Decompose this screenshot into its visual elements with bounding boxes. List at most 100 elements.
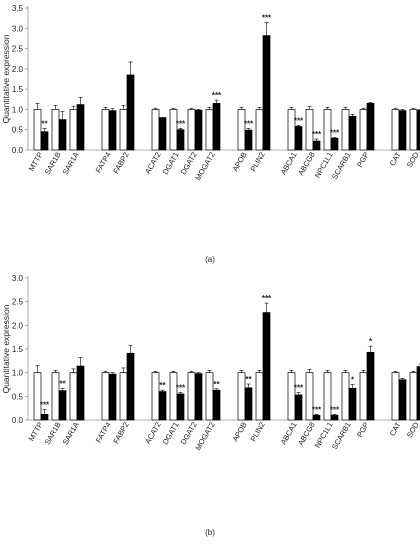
y-tick-label: 1.5 — [12, 85, 24, 94]
bar-treated — [108, 110, 117, 151]
bar-control — [341, 109, 350, 151]
bar-treated — [158, 391, 167, 421]
bar-treated — [76, 365, 85, 421]
y-tick-label: 3.0 — [12, 274, 24, 283]
category-label: APOB — [231, 151, 249, 174]
y-axis-label: Quantitative expression — [1, 304, 11, 393]
y-tick-label: 0.5 — [12, 126, 24, 135]
category-label: CAT — [388, 420, 403, 437]
significance-label: *** — [294, 384, 304, 393]
bar-treated — [176, 129, 185, 151]
bar-treated — [366, 102, 375, 151]
significance-label: *** — [212, 91, 222, 100]
category-label: CAT — [388, 150, 403, 167]
bar-treated — [176, 393, 185, 421]
bar-control — [33, 372, 42, 421]
significance-label: ** — [41, 119, 48, 128]
bar-control — [391, 109, 400, 151]
bar-treated — [398, 110, 407, 151]
bar-treated — [244, 129, 253, 151]
category-label: PGP — [355, 151, 371, 169]
y-tick-label: 3.5 — [12, 4, 24, 13]
bar-control — [409, 109, 418, 151]
bar-treated — [58, 390, 67, 421]
bar-control — [101, 109, 110, 151]
category-label: PLIN2 — [249, 151, 267, 174]
significance-label: *** — [330, 405, 340, 414]
category-label: SAR1A — [61, 421, 81, 447]
bar-control — [237, 109, 246, 151]
significance-label: *** — [244, 119, 254, 128]
bar-control — [341, 372, 350, 421]
bar-control — [33, 109, 42, 151]
bar-control — [69, 109, 78, 151]
y-tick-label: 1.5 — [12, 345, 24, 354]
significance-label: ** — [159, 381, 166, 390]
significance-label: *** — [330, 128, 340, 137]
category-label: SOD — [405, 420, 420, 439]
significance-label: *** — [176, 384, 186, 393]
significance-label: *** — [312, 405, 322, 414]
bar-control — [169, 372, 178, 421]
y-tick-label: 2.5 — [12, 298, 24, 307]
bar-control — [287, 372, 296, 421]
category-label: FATP4 — [94, 151, 113, 175]
category-label: MTTP — [27, 151, 45, 173]
bar-control — [255, 372, 264, 421]
bar-treated — [108, 373, 117, 421]
bar-control — [409, 372, 418, 421]
bar-control — [119, 109, 128, 151]
y-tick-label: 0.0 — [12, 416, 24, 425]
y-tick-label: 1.0 — [12, 369, 24, 378]
bar-treated — [294, 126, 303, 151]
bar-treated — [158, 117, 167, 151]
category-label: SAR1B — [43, 421, 63, 447]
y-tick-label: 2.5 — [12, 45, 24, 54]
significance-label: * — [351, 376, 355, 385]
bar-treated — [40, 413, 49, 421]
bar-treated — [330, 137, 339, 151]
significance-label: *** — [262, 14, 272, 23]
category-label: FATP4 — [94, 421, 113, 445]
category-label: FABP2 — [111, 421, 130, 446]
bar-treated — [244, 387, 253, 421]
bar-control — [169, 109, 178, 151]
y-tick-label: 3.0 — [12, 24, 24, 33]
bar-control — [51, 372, 60, 421]
bar-treated — [366, 351, 375, 421]
significance-label: ** — [245, 375, 252, 384]
bar-treated — [294, 394, 303, 421]
bar-control — [391, 372, 400, 421]
bar-control — [255, 109, 264, 151]
category-label: PLIN2 — [249, 421, 267, 444]
significance-label: * — [369, 337, 373, 346]
bar-control — [359, 372, 368, 421]
bar-control — [51, 109, 60, 151]
bar-control — [205, 109, 214, 151]
bar-treated — [212, 389, 221, 421]
panel-label: (a) — [205, 255, 215, 264]
y-axis-label: Quantitative expression — [1, 34, 11, 123]
significance-label: *** — [312, 130, 322, 139]
bar-treated — [348, 115, 357, 151]
bar-treated — [58, 119, 67, 151]
bar-control — [119, 372, 128, 421]
bar-treated — [330, 414, 339, 421]
panel-label: (b) — [205, 528, 215, 537]
category-label: SOD — [405, 150, 420, 169]
y-tick-label: 0.0 — [12, 146, 24, 155]
bar-control — [151, 109, 160, 151]
significance-label: ** — [59, 379, 66, 388]
significance-label: *** — [176, 119, 186, 128]
bar-control — [101, 372, 110, 421]
significance-label: *** — [262, 294, 272, 303]
bar-treated — [262, 312, 271, 421]
bar-control — [187, 109, 196, 151]
bar-treated — [416, 366, 420, 421]
category-label: APOB — [231, 421, 249, 444]
bar-control — [205, 372, 214, 421]
bar-treated — [398, 379, 407, 421]
significance-label: *** — [40, 401, 50, 410]
category-label: FABP2 — [111, 151, 130, 176]
